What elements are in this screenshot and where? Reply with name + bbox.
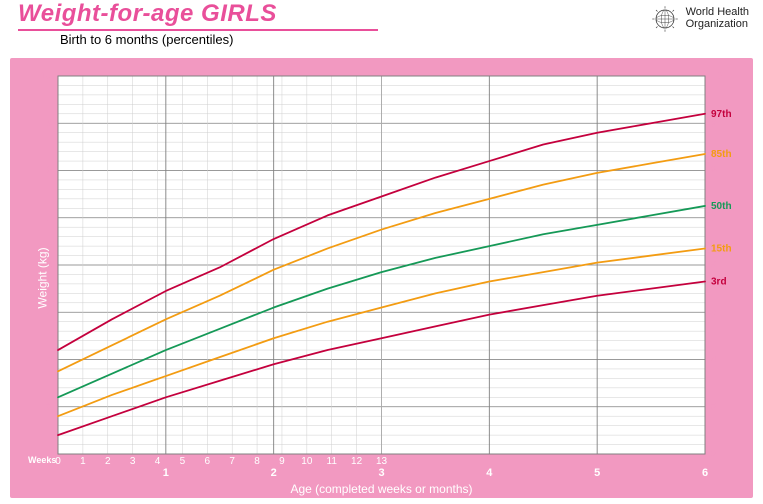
who-line2: Organization xyxy=(686,19,749,31)
week-tick: 8 xyxy=(254,456,260,467)
y-tick: 4 xyxy=(711,355,717,366)
y-tick: 10 xyxy=(41,71,53,82)
week-tick: 4 xyxy=(155,456,161,467)
growth-chart: 2233445566778899101012345601234567891011… xyxy=(10,58,753,498)
who-logo-icon xyxy=(650,4,680,34)
x-axis-label: Age (completed weeks or months) xyxy=(290,482,472,496)
week-tick: 3 xyxy=(130,456,136,467)
y-tick: 8 xyxy=(46,166,52,177)
week-tick: 10 xyxy=(301,456,313,467)
month-tick: 1 xyxy=(163,467,169,479)
month-tick: 6 xyxy=(702,467,708,479)
week-tick: 9 xyxy=(279,456,285,467)
y-tick: 6 xyxy=(711,260,717,271)
y-tick: 9 xyxy=(46,118,52,129)
y-tick: 2 xyxy=(711,449,717,460)
y-tick: 5 xyxy=(711,307,717,318)
week-tick: 11 xyxy=(327,456,338,467)
month-tick: 5 xyxy=(594,467,600,479)
week-tick: 1 xyxy=(80,456,86,467)
chart-subtitle: Birth to 6 months (percentiles) xyxy=(60,32,763,47)
weeks-label: Weeks xyxy=(28,455,56,465)
chart-area: 2233445566778899101012345601234567891011… xyxy=(10,58,753,498)
week-tick: 2 xyxy=(105,456,111,467)
month-tick: 4 xyxy=(486,467,493,479)
percentile-label-3rd: 3rd xyxy=(711,277,727,288)
week-tick: 6 xyxy=(205,456,211,467)
month-tick: 3 xyxy=(378,467,384,479)
week-tick: 5 xyxy=(180,456,186,467)
month-tick: 2 xyxy=(271,467,277,479)
week-tick: 12 xyxy=(351,456,363,467)
percentile-label-50th: 50th xyxy=(711,201,732,212)
y-tick: 5 xyxy=(46,307,52,318)
page: Weight-for-age GIRLS Birth to 6 months (… xyxy=(0,0,763,504)
y-tick: 7 xyxy=(46,213,52,224)
week-tick: 7 xyxy=(229,456,235,467)
percentile-label-97th: 97th xyxy=(711,109,732,120)
percentile-label-15th: 15th xyxy=(711,243,732,254)
who-text: World Health Organization xyxy=(686,7,749,30)
y-tick: 3 xyxy=(46,402,52,413)
y-tick: 8 xyxy=(711,166,717,177)
header: Weight-for-age GIRLS Birth to 6 months (… xyxy=(0,0,763,58)
y-tick: 4 xyxy=(46,355,52,366)
y-tick: 7 xyxy=(711,213,717,224)
y-tick: 9 xyxy=(711,118,717,129)
percentile-label-85th: 85th xyxy=(711,149,732,160)
y-axis-label: Weight (kg) xyxy=(36,247,50,308)
who-logo: World Health Organization xyxy=(650,4,749,34)
y-tick: 3 xyxy=(711,402,717,413)
title-rule xyxy=(18,29,378,31)
y-tick: 10 xyxy=(711,71,723,82)
week-tick: 13 xyxy=(376,456,388,467)
